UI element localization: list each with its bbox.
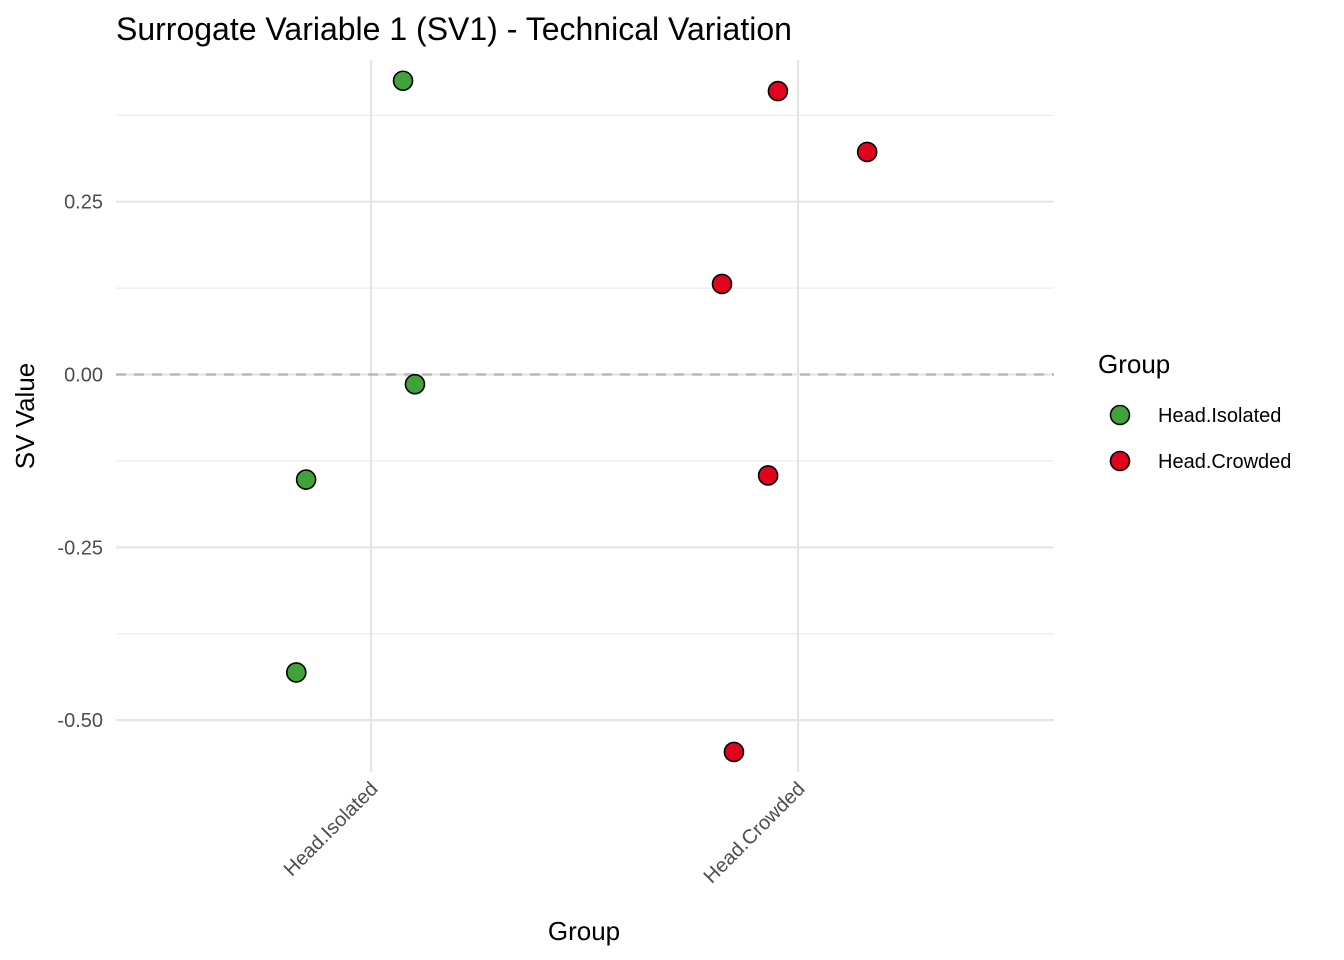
chart-title: Surrogate Variable 1 (SV1) - Technical V… (116, 11, 792, 47)
data-points (285, 70, 878, 763)
x-axis-title: Group (548, 916, 620, 946)
legend-label: Head.Crowded (1158, 451, 1291, 473)
legend: Group Head.Isolated Head.Crowded (1098, 349, 1291, 473)
y-tick-label: 0.25 (64, 192, 103, 214)
y-tick-label: -0.25 (57, 537, 103, 559)
y-tick-label: -0.50 (57, 710, 103, 732)
data-point (295, 469, 317, 490)
legend-key (1109, 404, 1131, 426)
data-point (767, 80, 789, 102)
data-point (392, 70, 414, 92)
data-point (404, 373, 426, 395)
y-axis-title: SV Value (10, 363, 40, 469)
data-point (711, 273, 733, 295)
legend-label: Head.Isolated (1158, 405, 1281, 427)
minor-gridlines (116, 114, 1054, 635)
y-tick-labels: 0.25 0.00 -0.25 -0.50 (57, 192, 103, 732)
data-point (723, 741, 745, 763)
legend-title: Group (1098, 349, 1170, 379)
y-tick-label: 0.00 (64, 365, 103, 387)
data-point (757, 465, 779, 486)
data-point (856, 141, 878, 163)
legend-key (1109, 450, 1131, 472)
data-point (285, 662, 307, 683)
